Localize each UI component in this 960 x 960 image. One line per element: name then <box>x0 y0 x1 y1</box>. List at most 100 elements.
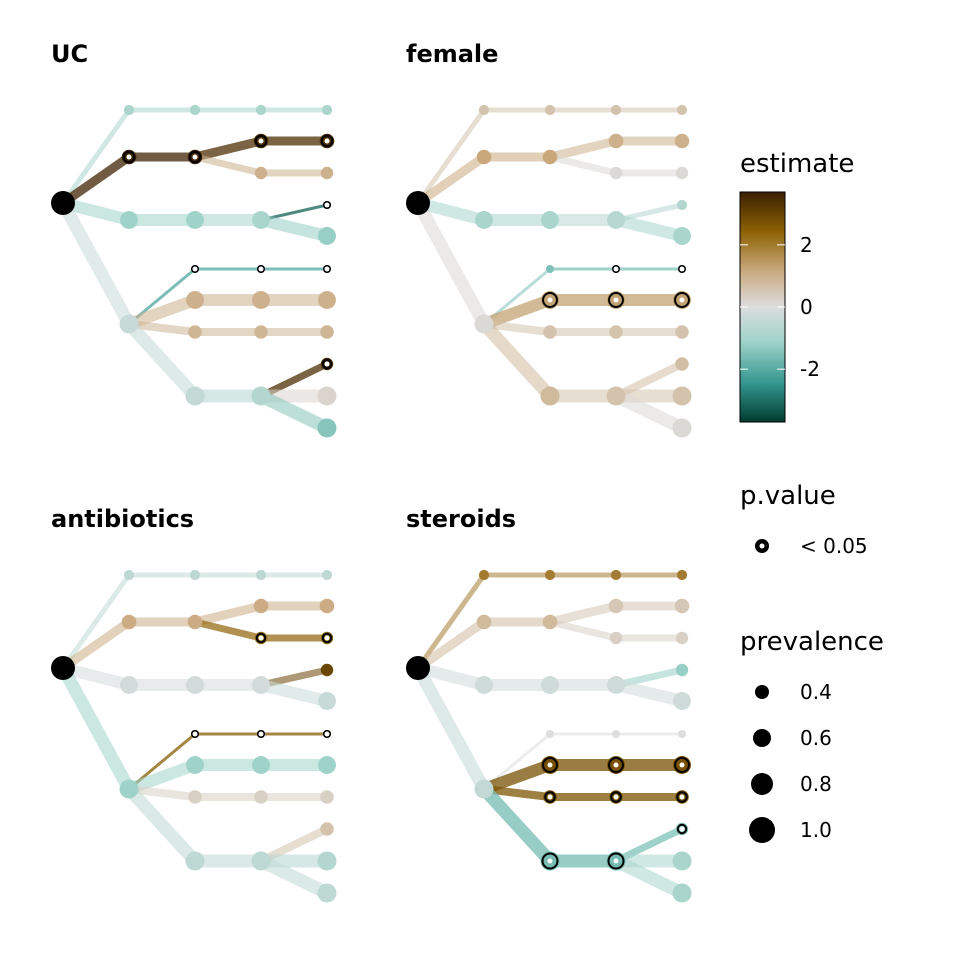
node-b <box>475 676 493 694</box>
node-d1 <box>185 386 205 406</box>
panel-steroids: steroids <box>406 505 692 903</box>
node-a2ax <box>319 598 335 614</box>
node-c <box>474 779 494 799</box>
edge-a2a <box>193 136 263 162</box>
significance-ring <box>676 791 688 803</box>
panels: UC female antibiotics steroids <box>51 40 692 903</box>
node-c3b <box>320 325 334 339</box>
node-c1 <box>546 730 554 738</box>
node-a2b <box>609 166 623 180</box>
edge-c3 <box>128 785 196 801</box>
node-d1 <box>540 386 560 406</box>
node-c2 <box>186 756 204 774</box>
prevalence-key-label: 0.6 <box>800 726 832 750</box>
node-a1x <box>321 569 333 581</box>
edge-d1 <box>124 784 200 866</box>
edge-c3 <box>483 320 551 336</box>
prevalence-key-label: 1.0 <box>800 818 832 842</box>
edge-d1 <box>479 784 555 866</box>
node-b1 <box>541 211 559 229</box>
edge-b1c <box>614 679 684 707</box>
node-a2 <box>542 614 558 630</box>
edge-a <box>415 618 487 672</box>
panel-UC: UC <box>51 40 337 438</box>
node-b1c <box>318 227 336 245</box>
node-d1a <box>251 386 271 406</box>
node-a1 <box>478 569 490 581</box>
significance-dot <box>258 731 264 737</box>
significance-dot <box>258 138 264 144</box>
node-d1a <box>251 851 271 871</box>
node-c1a <box>612 730 620 738</box>
significance-ring <box>321 358 333 370</box>
significance-dot <box>547 297 553 303</box>
edge-a2a <box>193 601 263 627</box>
estimate-legend: estimate 2 0 -2 <box>739 149 854 423</box>
node-a2 <box>187 614 203 630</box>
edge-d1d <box>613 855 685 899</box>
panel-title: UC <box>51 40 88 68</box>
node-a1a <box>544 569 556 581</box>
node-c3b <box>320 790 334 804</box>
node-a2ax <box>674 133 690 149</box>
node-a2a <box>253 598 269 614</box>
prevalence-key-dot <box>749 817 775 843</box>
node-b1c <box>673 692 691 710</box>
significance-dot <box>679 297 685 303</box>
significance-dot <box>324 138 330 144</box>
significance-ring <box>323 730 331 738</box>
edge-a <box>60 618 132 672</box>
significance-dot <box>258 266 264 272</box>
node-b <box>120 676 138 694</box>
significance-ring <box>323 265 331 273</box>
prevalence-key-label: 0.4 <box>800 680 832 704</box>
significance-dot <box>613 762 619 768</box>
node-c1b <box>678 730 686 738</box>
estimate-tick-label: 0 <box>800 295 813 319</box>
significance-dot <box>613 794 619 800</box>
edge-a <box>60 153 132 207</box>
edge-b1c <box>259 214 329 242</box>
node-b1b <box>676 199 688 211</box>
significance-dot <box>679 826 685 832</box>
node-a2b <box>609 631 623 645</box>
edge-c2 <box>481 294 553 330</box>
panel-title: steroids <box>406 505 516 533</box>
node-a2a <box>608 133 624 149</box>
node-d1c <box>672 851 692 871</box>
node-root <box>406 656 430 680</box>
significance-ring <box>323 201 331 209</box>
significance-ring <box>191 265 199 273</box>
significance-ring <box>541 852 559 870</box>
node-root <box>51 191 75 215</box>
node-d1d <box>672 883 692 903</box>
node-a2bx <box>675 166 689 180</box>
significance-dot <box>192 731 198 737</box>
node-c2a <box>252 756 270 774</box>
edge-a1 <box>415 108 487 205</box>
edge-c <box>57 664 135 793</box>
node-a1x <box>676 104 688 116</box>
significance-ring <box>191 730 199 738</box>
node-c3 <box>188 325 202 339</box>
edge-c2 <box>126 294 198 330</box>
prevalence-key-dot <box>755 685 769 699</box>
node-d1c <box>672 386 692 406</box>
node-c3 <box>188 790 202 804</box>
significance-ring <box>607 852 625 870</box>
edge-c3 <box>128 320 196 336</box>
node-b1a <box>252 211 270 229</box>
node-a <box>476 614 492 630</box>
node-d1b <box>320 822 334 836</box>
prevalence-key-dot <box>751 773 773 795</box>
node-b1 <box>541 676 559 694</box>
edge-d1d <box>258 390 330 434</box>
node-d1c <box>317 386 337 406</box>
edge-d1d <box>613 390 685 434</box>
edge-c2 <box>126 759 198 795</box>
node-b1a <box>607 211 625 229</box>
node-c2b <box>318 291 336 309</box>
edge-a2a <box>548 136 618 162</box>
node-a1x <box>321 104 333 116</box>
